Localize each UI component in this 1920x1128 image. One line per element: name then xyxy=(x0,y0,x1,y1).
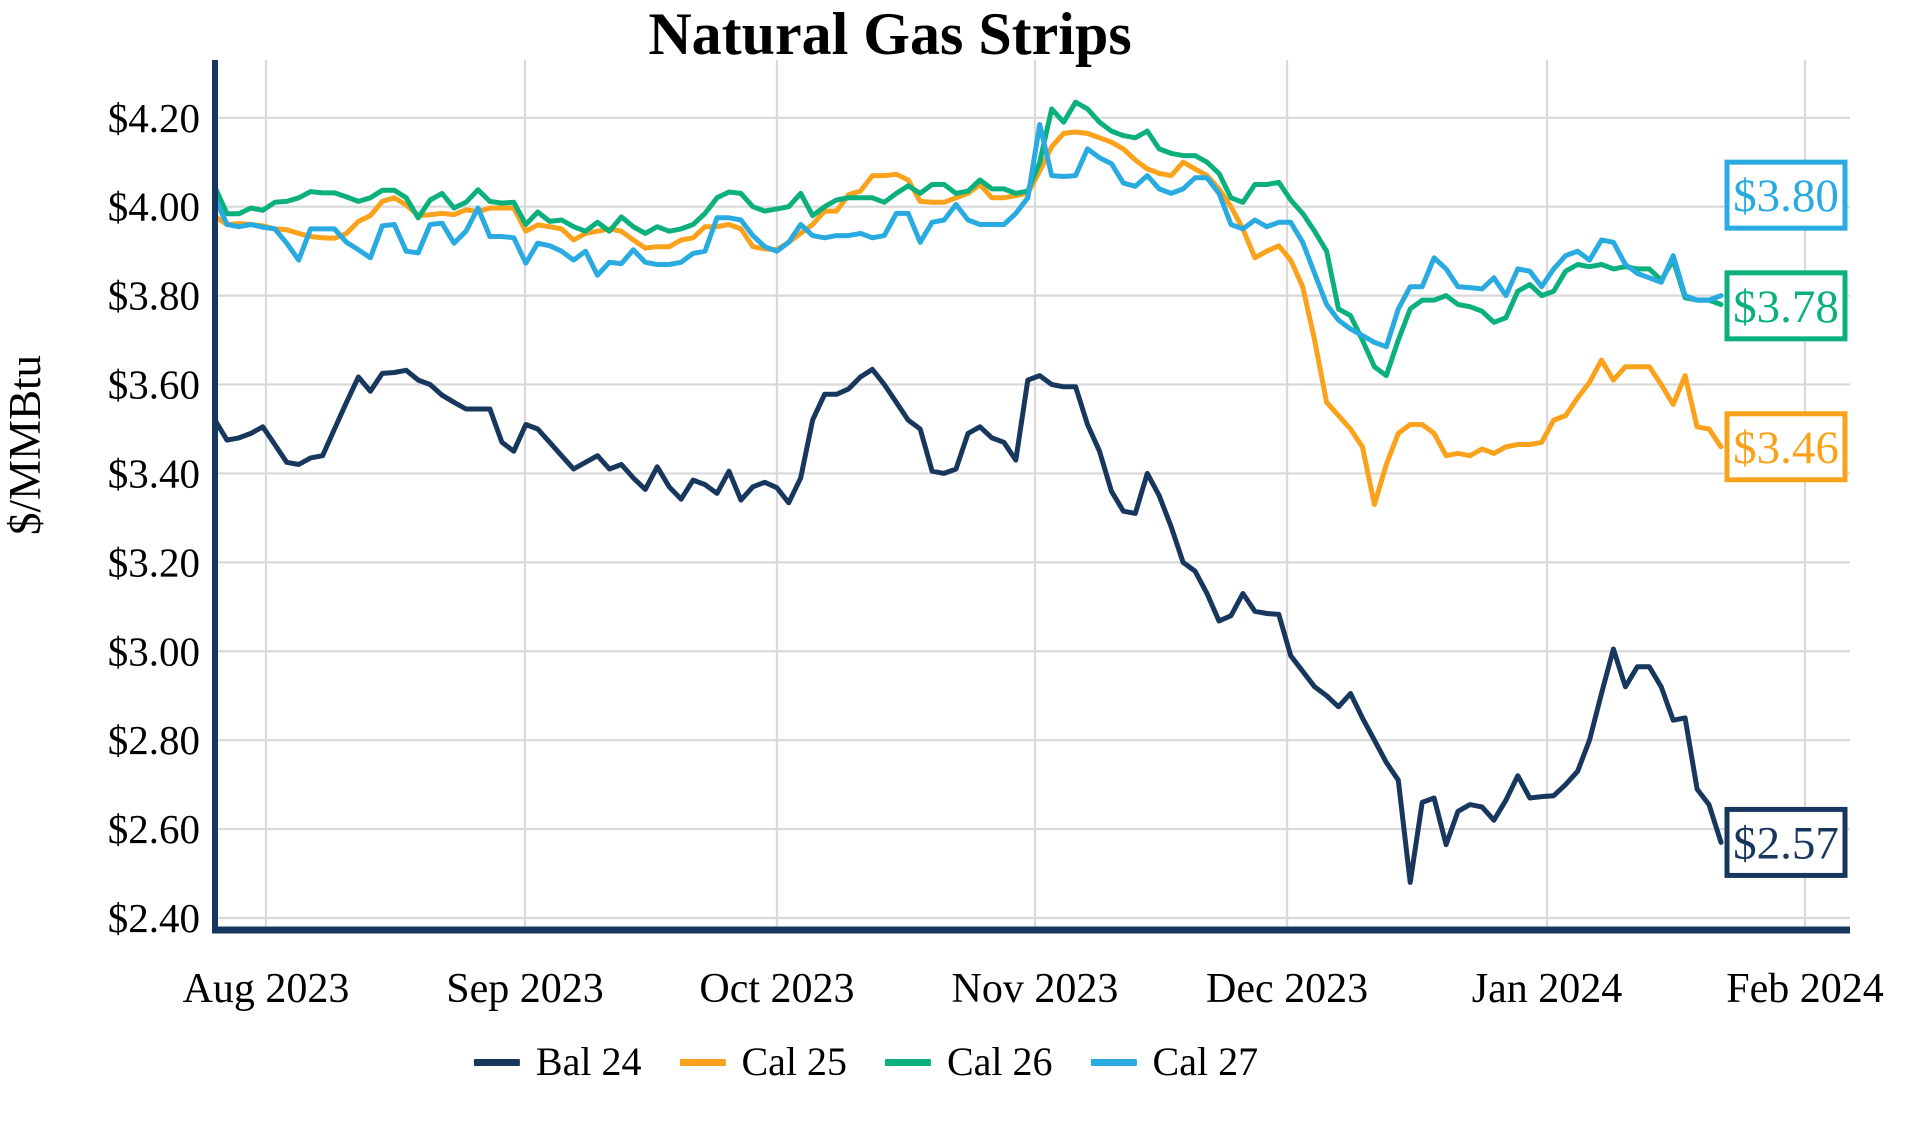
y-tick-label: $3.40 xyxy=(108,450,200,496)
end-label-text: $3.80 xyxy=(1733,170,1839,222)
legend-swatch-icon xyxy=(885,1058,931,1066)
legend-item-bal-24: Bal 24 xyxy=(473,1039,642,1084)
legend-item-cal-27: Cal 27 xyxy=(1090,1039,1259,1084)
x-tick-label: Nov 2023 xyxy=(952,966,1119,1012)
series-line-bal-24 xyxy=(212,366,1724,885)
x-tick-label: Jan 2024 xyxy=(1472,966,1623,1012)
series-line-cal-26 xyxy=(212,99,1724,379)
y-tick-label: $2.80 xyxy=(108,717,200,763)
legend-swatch-icon xyxy=(473,1058,520,1066)
legend-swatch-icon xyxy=(1090,1058,1137,1066)
y-tick-label: $3.60 xyxy=(108,362,200,408)
end-label-box xyxy=(1724,270,1848,342)
end-label-text: $2.57 xyxy=(1733,817,1839,869)
x-tick-label: Feb 2024 xyxy=(1726,966,1884,1012)
y-tick-label: $2.60 xyxy=(108,806,200,852)
end-label-box xyxy=(1724,411,1848,483)
legend: Bal 24 Cal 25 Cal 26 Cal 27 xyxy=(473,1039,1259,1084)
end-label-cal-26: $3.78 xyxy=(1724,270,1848,342)
legend-label: Cal 25 xyxy=(741,1039,847,1084)
end-label-cal-25: $3.46 xyxy=(1724,411,1848,483)
x-tick-label: Dec 2023 xyxy=(1206,966,1368,1012)
end-label-box xyxy=(1724,159,1848,231)
end-label-cal-27: $3.80 xyxy=(1724,159,1848,231)
end-label-box xyxy=(1724,806,1848,878)
series-line-cal-27 xyxy=(212,122,1724,350)
y-tick-label: $4.20 xyxy=(108,95,200,141)
x-tick-label: Aug 2023 xyxy=(183,966,350,1012)
legend-item-cal-26: Cal 26 xyxy=(885,1042,1053,1082)
end-label-text: $3.46 xyxy=(1733,422,1839,474)
legend-label: Cal 26 xyxy=(947,1039,1053,1084)
gridlines xyxy=(215,60,1850,930)
y-tick-label: $3.00 xyxy=(108,628,200,674)
end-label-bal-24: $2.57 xyxy=(1724,806,1848,878)
legend-swatch-icon xyxy=(679,1058,726,1066)
y-axis-title: $/MMBtu xyxy=(0,355,50,535)
legend-label: Bal 24 xyxy=(535,1039,642,1084)
y-tick-label: $3.80 xyxy=(108,273,200,319)
y-tick-label: $3.20 xyxy=(108,539,200,585)
y-tick-label: $4.00 xyxy=(108,184,200,230)
x-tick-label: Sep 2023 xyxy=(446,966,604,1012)
legend-label: Cal 27 xyxy=(1152,1039,1259,1084)
chart-title: Natural Gas Strips xyxy=(648,1,1132,67)
y-tick-label: $2.40 xyxy=(108,895,200,941)
legend-item-cal-25: Cal 25 xyxy=(679,1042,847,1082)
x-tick-label: Oct 2023 xyxy=(699,966,854,1012)
end-label-text: $3.78 xyxy=(1733,281,1839,333)
